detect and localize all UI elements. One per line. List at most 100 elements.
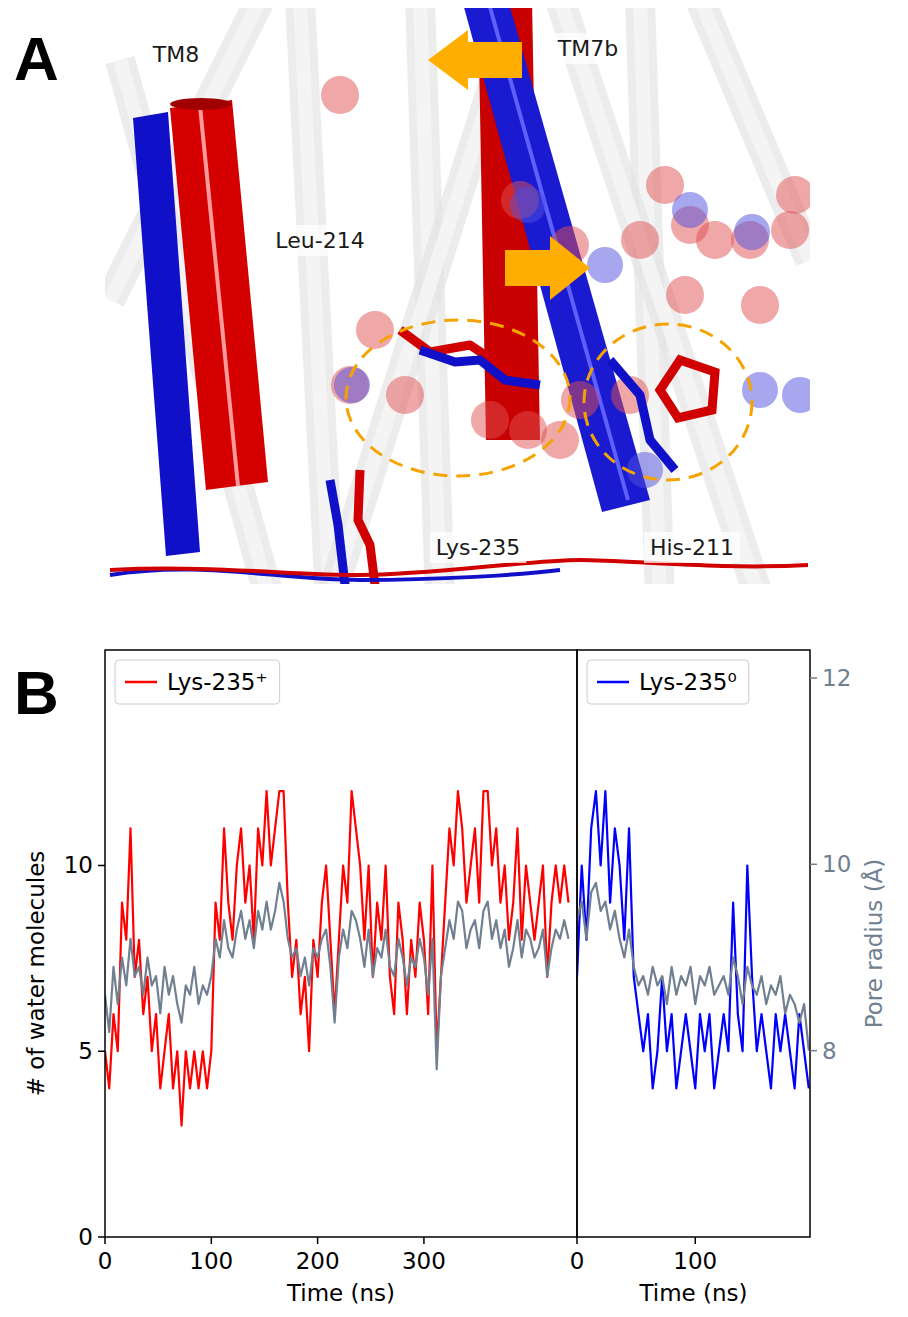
chart: 0100200300Time (ns)0510# of water molecu… <box>23 650 577 1306</box>
series-line <box>577 791 809 1088</box>
y2-tick <box>810 1050 817 1052</box>
side-chain <box>660 360 715 418</box>
water-sphere <box>321 76 359 114</box>
water-sphere <box>734 214 770 250</box>
figure: TM8TM7bLeu-214Lys-235His-211AB0100200300… <box>0 0 908 1317</box>
arrow <box>505 236 590 300</box>
x-tick <box>317 1237 319 1244</box>
water-sphere <box>672 192 708 228</box>
x-tick <box>104 1237 106 1244</box>
y-tick <box>98 1050 105 1052</box>
y-tick <box>98 1236 105 1238</box>
helix-background <box>120 60 270 584</box>
side-chain <box>358 470 375 584</box>
structure-label-group: His-211 <box>644 532 740 563</box>
water-sphere <box>331 366 369 404</box>
legend-frame <box>587 660 749 704</box>
x-tick-label: 0 <box>570 1248 585 1274</box>
series-line <box>577 883 809 1051</box>
highlight-ring <box>346 320 570 476</box>
water-sphere <box>782 377 810 413</box>
structure-label-group: TM7b <box>551 33 624 64</box>
water-sphere <box>621 221 659 259</box>
y2-tick <box>810 864 817 866</box>
panel-letter: A <box>14 24 59 93</box>
structure-label: TM7b <box>557 36 618 61</box>
water-sphere <box>776 176 810 214</box>
legend-label: Lys-235⁰ <box>639 669 737 695</box>
water-sphere <box>627 452 663 488</box>
series-line <box>105 883 569 1069</box>
water-sphere <box>386 376 424 414</box>
label-background <box>551 33 624 64</box>
structure-label: Lys-235 <box>436 535 521 560</box>
y2-tick-label: 10 <box>822 851 851 877</box>
water-sphere <box>471 401 509 439</box>
structure-panel: TM8 TM7b Leu-214 Lys-235 His-211 <box>105 0 818 600</box>
y2-tick-label: 12 <box>822 665 851 691</box>
legend: Lys-235⁺ <box>115 660 280 704</box>
x-tick <box>211 1237 213 1244</box>
structure-art <box>105 8 810 584</box>
x-axis-title: Time (ns) <box>638 1280 747 1306</box>
series-line <box>105 791 569 1125</box>
structure-label-group: Leu-214 <box>269 225 370 256</box>
water-sphere <box>541 421 579 459</box>
legend-label: Lys-235⁺ <box>167 669 268 695</box>
helix-cap <box>170 98 232 110</box>
structure-label-group: Lys-235 <box>430 532 527 563</box>
structure-label: TM8 <box>152 42 199 67</box>
plot-frame <box>105 650 577 1237</box>
helix-red <box>170 100 268 490</box>
legend-frame <box>115 660 280 704</box>
structure-label: Leu-214 <box>275 228 364 253</box>
legend-swatch <box>125 681 157 684</box>
y-tick-label: 0 <box>78 1224 93 1250</box>
y-tick-label: 10 <box>64 852 93 878</box>
side-chain <box>420 350 540 385</box>
x-tick <box>576 1237 578 1244</box>
y-axis-title: # of water molecules <box>23 851 49 1097</box>
water-sphere <box>666 276 704 314</box>
helix-shine <box>488 8 628 500</box>
plot-area <box>577 791 809 1088</box>
legend: Lys-235⁰ <box>587 660 749 704</box>
side-chain <box>610 360 675 470</box>
x-tick-label: 0 <box>98 1248 113 1274</box>
structure-label-group: TM8 <box>146 39 205 70</box>
highlight-ring <box>584 324 752 480</box>
label-background <box>430 532 527 563</box>
plot-area <box>105 791 569 1125</box>
label-background <box>269 225 370 256</box>
arrow <box>428 30 522 90</box>
x-axis-title: Time (ns) <box>286 1280 395 1306</box>
label-background <box>644 532 740 563</box>
water-sphere <box>771 211 809 249</box>
y-tick-label: 5 <box>78 1038 93 1064</box>
y2-tick-label: 8 <box>822 1038 837 1064</box>
x-tick-label: 200 <box>296 1248 340 1274</box>
x-tick <box>695 1237 697 1244</box>
side-chain <box>330 480 345 584</box>
water-sphere <box>510 187 546 223</box>
water-sphere <box>587 247 623 283</box>
water-sphere <box>741 286 779 324</box>
plot-frame <box>577 650 810 1237</box>
water-sphere <box>356 311 394 349</box>
legend-swatch <box>597 681 629 684</box>
structure-label: His-211 <box>650 535 734 560</box>
helix-highlight <box>120 60 270 584</box>
panel-letter: B <box>14 658 59 727</box>
chart: 0 100 Time (ns) 8 10 12 Pore radius (Å) Lys-235… <box>570 650 887 1306</box>
y2-tick <box>810 677 817 679</box>
helix-shine <box>200 106 238 486</box>
y2-axis-title: Pore radius (Å) <box>860 859 887 1029</box>
x-tick-label: 100 <box>673 1248 717 1274</box>
water-sphere <box>561 381 599 419</box>
y-tick <box>98 865 105 867</box>
x-tick <box>423 1237 425 1244</box>
x-tick-label: 300 <box>402 1248 446 1274</box>
water-sphere <box>696 221 734 259</box>
helix-blue <box>462 8 650 512</box>
label-background <box>146 39 205 70</box>
